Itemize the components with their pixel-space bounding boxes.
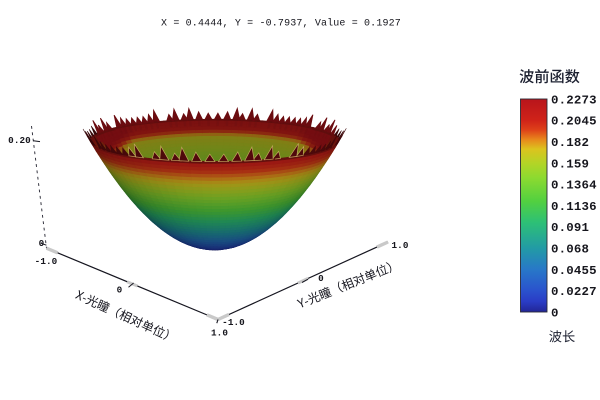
svg-text:0.091: 0.091 (551, 221, 589, 235)
svg-text:1.0: 1.0 (211, 327, 228, 338)
svg-text:0: 0 (318, 273, 324, 284)
svg-text:-1.0: -1.0 (222, 317, 245, 328)
svg-text:0.20: 0.20 (8, 135, 31, 146)
svg-text:0.2273: 0.2273 (551, 93, 597, 107)
svg-text:0.0455: 0.0455 (551, 264, 597, 278)
svg-text:0.159: 0.159 (551, 157, 589, 171)
svg-text:0.1136: 0.1136 (551, 200, 597, 214)
svg-text:0.1364: 0.1364 (551, 179, 597, 193)
svg-text:0: 0 (551, 306, 559, 320)
svg-text:X = 0.4444, Y = -0.7937, Value: X = 0.4444, Y = -0.7937, Value = 0.1927 (161, 18, 401, 30)
svg-text:0.2045: 0.2045 (551, 115, 597, 129)
svg-text:0: 0 (117, 284, 123, 295)
svg-text:0: 0 (39, 238, 45, 249)
svg-text:-1.0: -1.0 (35, 256, 58, 267)
svg-text:0.182: 0.182 (551, 136, 589, 150)
svg-text:0.068: 0.068 (551, 243, 589, 257)
svg-text:0.0227: 0.0227 (551, 285, 597, 299)
svg-text:1.0: 1.0 (391, 240, 408, 251)
